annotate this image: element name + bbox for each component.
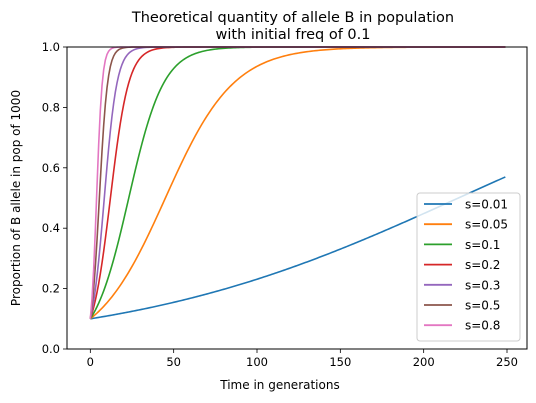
y-axis: 0.0 0.2 0.4 0.6 0.8 1.0 [42, 40, 67, 356]
legend-label-1: s=0.05 [465, 218, 508, 232]
plot-frame [66, 46, 528, 350]
y-tick-label: 0.0 [42, 342, 60, 356]
x-axis-label: Time in generations [219, 378, 339, 392]
legend-label-0: s=0.01 [465, 198, 508, 212]
legend-label-5: s=0.5 [465, 299, 500, 313]
chart-title-line-1: Theoretical quantity of allele B in popu… [131, 10, 454, 26]
x-tick-label: 50 [166, 355, 181, 369]
chart-title-line-2: with initial freq of 0.1 [216, 27, 371, 43]
y-tick-label: 1.0 [42, 40, 60, 54]
legend-label-4: s=0.3 [465, 278, 500, 292]
legend-box [416, 192, 521, 342]
legend: s=0.01 s=0.05 s=0.1 s=0.2 s=0.3 s=0.5 s=0.8 [416, 192, 521, 342]
x-tick-label: 250 [496, 355, 518, 369]
legend-label-2: s=0.1 [465, 238, 500, 252]
y-tick-label: 0.4 [42, 221, 60, 235]
y-tick-label: 0.2 [42, 282, 60, 296]
y-tick-label: 0.6 [42, 161, 60, 175]
x-tick-label: 100 [246, 355, 268, 369]
x-tick-label: 150 [329, 355, 351, 369]
x-tick-label: 0 [87, 355, 94, 369]
legend-label-3: s=0.2 [465, 258, 500, 272]
y-axis-label: Proportion of B allele in pop of 1000 [9, 90, 23, 306]
y-tick-label: 0.8 [42, 100, 60, 114]
x-axis: 0 50 100 150 200 250 [87, 349, 518, 369]
legend-label-6: s=0.8 [465, 319, 500, 333]
x-tick-label: 200 [413, 355, 435, 369]
